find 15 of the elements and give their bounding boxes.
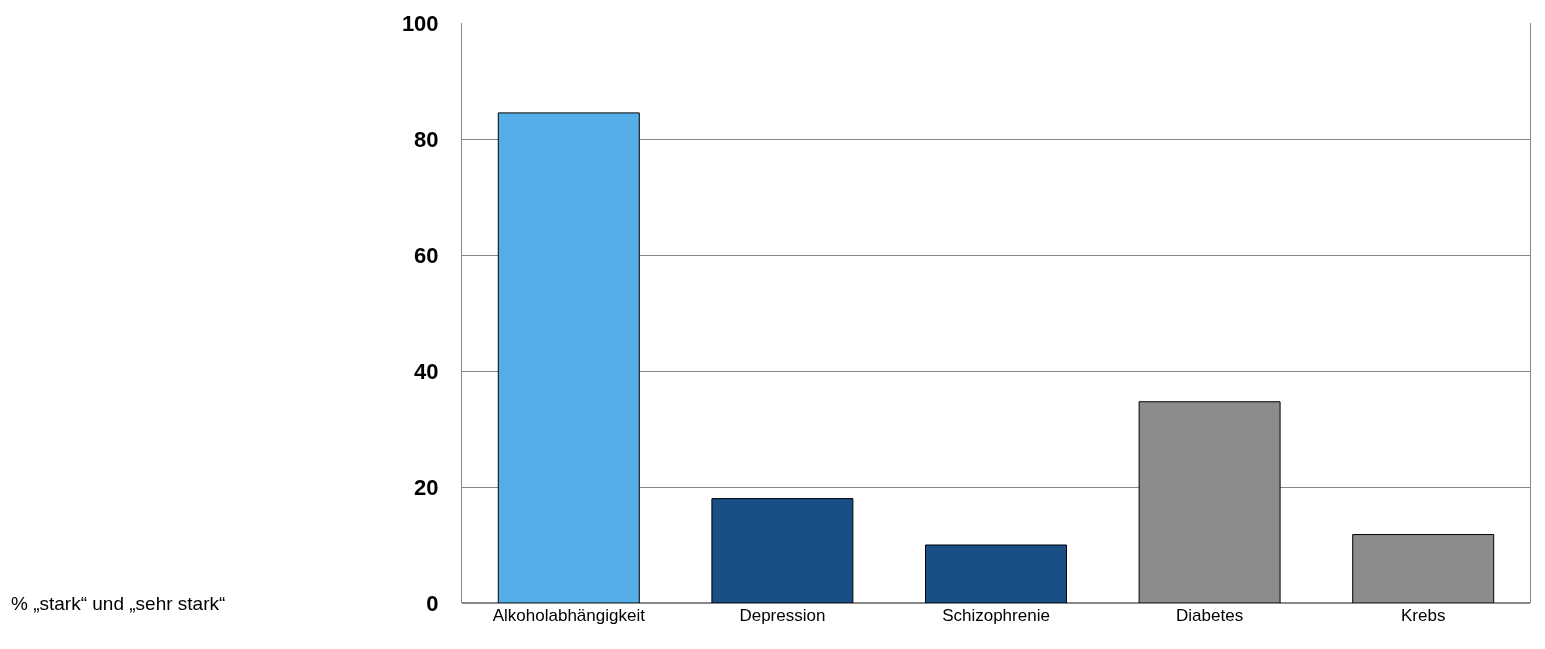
y-tick-label: 40	[414, 358, 439, 384]
bar	[925, 544, 1067, 603]
x-tick-label: Krebs	[1400, 606, 1446, 625]
y-tick-label: 80	[414, 126, 439, 152]
bar	[711, 498, 854, 603]
y-tick-label: 0	[426, 590, 439, 616]
y-tick-label: 100	[401, 10, 439, 36]
text: % „stark“ und „sehr stark“	[11, 593, 226, 614]
x-tick-label: Alkoholabhängigkeit	[492, 606, 646, 625]
x-tick-label: Diabetes	[1176, 606, 1244, 625]
x-tick-label: Depression	[739, 606, 826, 625]
x-tick-label: Schizophrenie	[942, 606, 1050, 625]
bar	[497, 112, 640, 603]
y-tick-label: 60	[414, 242, 439, 268]
y-tick-label: 20	[414, 474, 439, 500]
